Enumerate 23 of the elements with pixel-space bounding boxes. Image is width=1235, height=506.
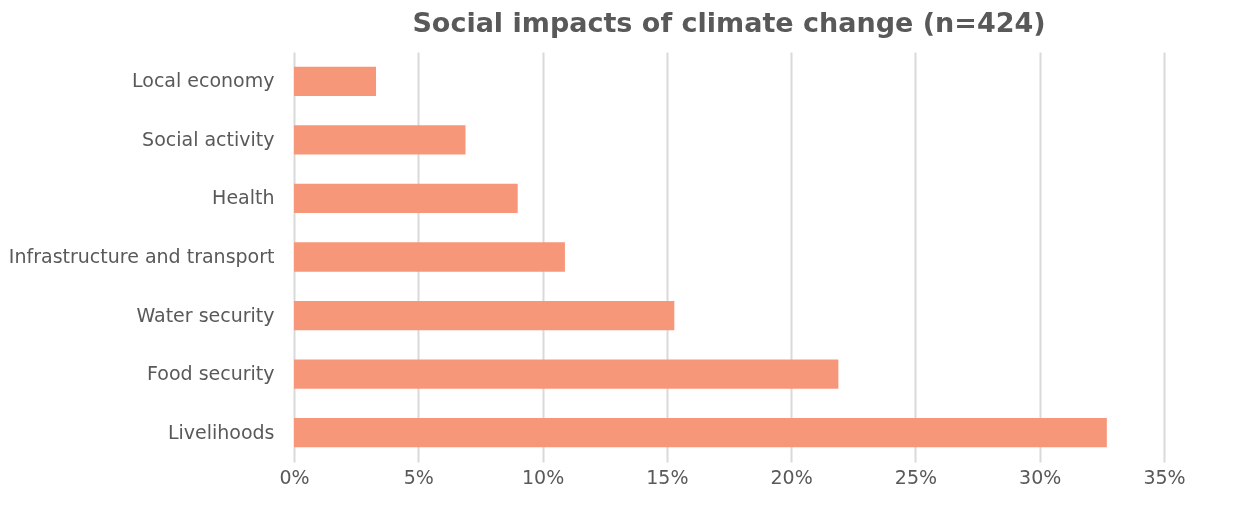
bar — [294, 242, 565, 272]
chart-title: Social impacts of climate change (n=424) — [412, 7, 1046, 38]
x-tick-label: 25% — [894, 465, 938, 488]
x-tick-label: 5% — [403, 465, 434, 488]
x-tick-label: 30% — [1019, 465, 1062, 488]
x-tick-label: 35% — [1143, 465, 1186, 488]
bar — [294, 125, 466, 155]
bar — [294, 418, 1107, 448]
y-tick-label: Local economy — [132, 69, 275, 92]
y-tick-label: Infrastructure and transport — [8, 245, 275, 267]
y-tick-label: Water security — [136, 303, 275, 326]
y-tick-label: Food security — [147, 362, 275, 385]
bar — [294, 183, 518, 214]
x-tick-label: 0% — [279, 465, 310, 488]
bar — [294, 300, 675, 331]
y-tick-label: Social activity — [142, 127, 275, 150]
bar — [294, 66, 377, 96]
x-tick-label: 10% — [521, 465, 565, 488]
y-tick-label: Health — [212, 186, 275, 209]
y-tick-label: Livelihoods — [167, 420, 275, 443]
x-tick-label: 15% — [646, 465, 689, 488]
bar — [294, 359, 839, 389]
x-tick-label: 20% — [770, 465, 813, 488]
